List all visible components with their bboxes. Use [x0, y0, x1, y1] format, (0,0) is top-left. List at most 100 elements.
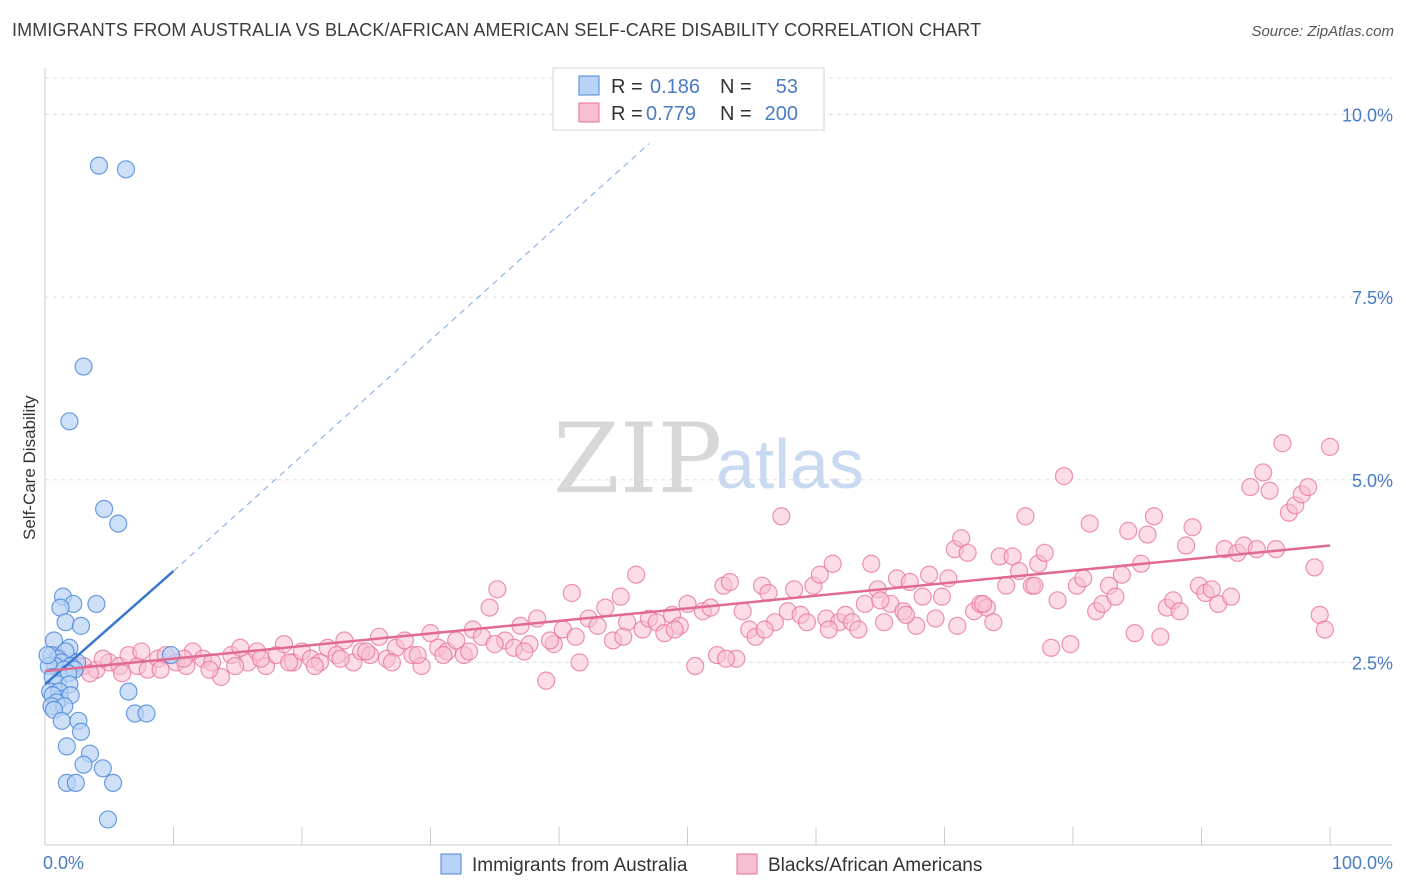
data-point-pink: [896, 605, 916, 625]
data-point-pink: [596, 598, 615, 617]
y-tick-label: 2.5%: [1352, 653, 1393, 673]
legend-r-label-2: R =: [611, 103, 643, 125]
data-point-pink: [823, 554, 842, 573]
data-point-pink: [1315, 620, 1334, 639]
legend-swatch-blue: [578, 75, 600, 96]
data-point-blue: [74, 357, 93, 376]
data-point-blue: [71, 722, 91, 741]
data-point-blue: [98, 810, 118, 829]
data-point-pink: [1035, 543, 1054, 562]
y-tick-label: 5.0%: [1352, 471, 1393, 491]
data-point-pink: [331, 649, 350, 668]
data-point-pink: [720, 572, 740, 592]
data-point-pink: [588, 616, 607, 635]
series-immigrants-from-australia: [38, 156, 181, 829]
data-point-pink: [1247, 540, 1266, 559]
data-point-blue: [71, 616, 91, 635]
gridlines: [45, 77, 1392, 663]
legend-r-value-2: 0.779: [646, 103, 696, 125]
data-point-pink: [716, 649, 736, 668]
data-point-pink: [984, 613, 1003, 632]
watermark-zip: ZIP: [553, 403, 722, 515]
data-point-pink: [997, 576, 1016, 595]
data-point-pink: [1061, 635, 1080, 654]
data-point-blue: [109, 514, 128, 533]
data-point-pink: [434, 645, 453, 665]
data-point-pink: [226, 656, 245, 676]
data-point-pink: [611, 587, 630, 606]
data-point-pink: [973, 594, 993, 614]
data-point-pink: [480, 598, 499, 617]
legend-n-value-2: 200: [765, 103, 798, 125]
data-point-blue: [161, 645, 181, 665]
data-point-pink: [862, 554, 881, 573]
data-point-pink: [132, 642, 151, 661]
data-point-blue: [60, 412, 79, 431]
data-point-pink: [93, 649, 112, 668]
data-point-pink: [1260, 481, 1279, 500]
legend-n-label-1: N =: [720, 76, 752, 98]
data-point-pink: [665, 620, 684, 639]
data-point-pink: [1320, 437, 1340, 456]
data-point-blue: [137, 704, 156, 723]
y-tick-label: 7.5%: [1352, 288, 1393, 308]
data-point-blue: [66, 773, 85, 793]
data-point-pink: [785, 580, 804, 599]
data-point-pink: [1144, 507, 1164, 526]
data-point-pink: [382, 653, 402, 672]
x-tick-label: 100.0%: [1332, 853, 1393, 873]
data-point-pink: [755, 620, 774, 639]
data-point-pink: [797, 613, 817, 632]
y-axis-label: Self-Care Disability: [20, 395, 39, 540]
data-point-pink: [1025, 576, 1044, 595]
data-point-pink: [1151, 627, 1170, 646]
data-point-blue: [89, 156, 109, 175]
data-point-pink: [1273, 434, 1292, 453]
data-point-pink: [274, 635, 294, 654]
data-point-pink: [1080, 514, 1099, 533]
bottom-legend: Immigrants from Australia Blacks/African…: [440, 853, 982, 876]
bottom-legend-label-pink: Blacks/African Americans: [768, 855, 982, 876]
chart-title: IMMIGRANTS FROM AUSTRALIA VS BLACK/AFRIC…: [12, 20, 982, 40]
trend-line-blue: [44, 570, 175, 686]
data-point-pink: [1074, 569, 1093, 588]
data-point-pink: [459, 642, 479, 661]
data-point-blue: [93, 759, 112, 778]
data-point-pink: [948, 616, 967, 635]
data-point-pink: [112, 664, 132, 683]
data-point-pink: [855, 594, 874, 614]
data-point-pink: [1305, 558, 1324, 577]
legend-n-value-1: 53: [776, 76, 798, 98]
data-point-blue: [74, 755, 93, 774]
data-point-pink: [1183, 518, 1202, 537]
data-point-pink: [1138, 525, 1157, 544]
trend-lines: [44, 143, 1331, 686]
trend-line-pink: [44, 544, 1331, 673]
legend-n-label-2: N =: [720, 103, 752, 125]
data-point-pink: [958, 543, 977, 562]
data-point-pink: [919, 565, 939, 584]
data-point-pink: [1299, 477, 1318, 497]
tick-labels: 2.5% 5.0% 7.5% 10.0% 0.0% 100.0%: [43, 106, 1393, 873]
data-point-pink: [1048, 591, 1067, 610]
data-point-pink: [1016, 507, 1035, 526]
data-point-blue: [38, 645, 57, 665]
data-point-blue: [87, 594, 106, 614]
x-tick-label: 0.0%: [43, 853, 84, 873]
axes: [44, 68, 1392, 846]
data-point-pink: [819, 620, 838, 639]
legend: R = 0.186 N = 53 R = 0.779 N = 200: [552, 67, 825, 131]
data-point-pink: [1170, 602, 1189, 621]
data-point-pink: [1241, 477, 1260, 497]
data-point-pink: [733, 602, 752, 621]
data-point-pink: [537, 671, 556, 690]
data-point-pink: [1119, 521, 1138, 540]
data-point-blue: [57, 737, 76, 756]
data-point-pink: [1125, 624, 1144, 643]
data-point-pink: [1112, 565, 1131, 584]
bottom-legend-swatch-blue: [440, 853, 462, 875]
data-point-pink: [540, 631, 560, 650]
data-point-pink: [485, 635, 504, 654]
data-point-pink: [515, 642, 534, 661]
